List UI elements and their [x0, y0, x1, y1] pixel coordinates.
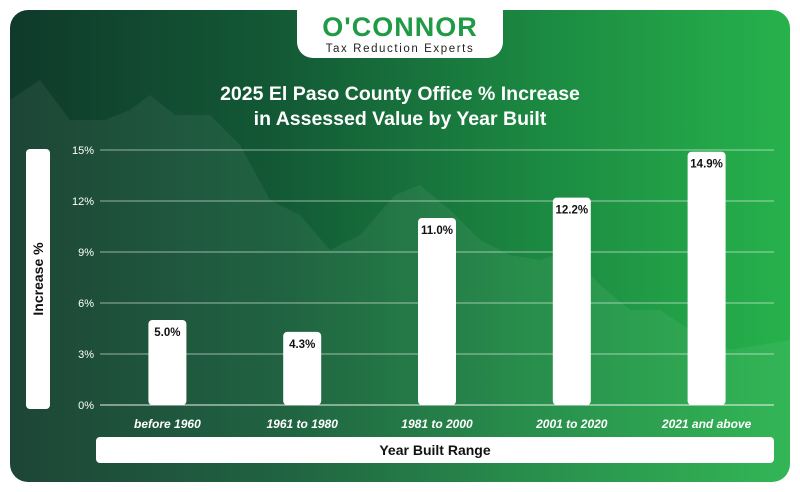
x-tick-label: 2021 and above	[661, 417, 752, 431]
chart-title: 2025 El Paso County Office % Increase in…	[10, 82, 790, 132]
background-mountain-shape	[10, 80, 790, 482]
data-label: 11.0%	[421, 225, 453, 237]
x-axis-label: Year Built Range	[379, 442, 491, 458]
bar	[148, 320, 187, 405]
y-tick-label: 15%	[72, 145, 94, 157]
y-axis-label-box: Increase %	[26, 149, 50, 409]
y-tick-label: 9%	[78, 247, 94, 259]
chart-card: O'CONNOR Tax Reduction Experts 2025 El P…	[10, 10, 790, 482]
y-tick-label: 3%	[78, 349, 94, 361]
brand-logo: O'CONNOR	[322, 12, 478, 42]
y-tick-label: 6%	[78, 298, 94, 310]
data-label: 4.3%	[289, 339, 315, 351]
y-tick-label: 0%	[78, 400, 94, 412]
logo-tab: O'CONNOR Tax Reduction Experts	[297, 10, 503, 58]
chart-title-line-2: in Assessed Value by Year Built	[253, 108, 547, 130]
data-label: 12.2%	[555, 205, 588, 217]
x-tick-label: 2001 to 2020	[535, 417, 608, 431]
x-tick-label: 1981 to 2000	[401, 417, 473, 431]
data-label: 14.9%	[690, 159, 723, 171]
bar	[687, 151, 726, 405]
chart-title-line-1: 2025 El Paso County Office % Increase	[220, 83, 580, 105]
x-tick-label: before 1960	[134, 417, 201, 431]
data-label: 5.0%	[154, 327, 180, 339]
bar	[552, 197, 591, 405]
brand-tagline: Tax Reduction Experts	[325, 43, 475, 55]
x-axis-label-box: Year Built Range	[96, 437, 774, 463]
x-tick-label: 1961 to 1980	[267, 417, 339, 431]
y-tick-label: 12%	[72, 196, 94, 208]
bar-chart: 0% 3% 6% 9% 12% 15% 5.0% before 1960 4.3% 1961 to…	[72, 145, 774, 431]
bar	[283, 331, 322, 405]
bar	[418, 218, 456, 405]
